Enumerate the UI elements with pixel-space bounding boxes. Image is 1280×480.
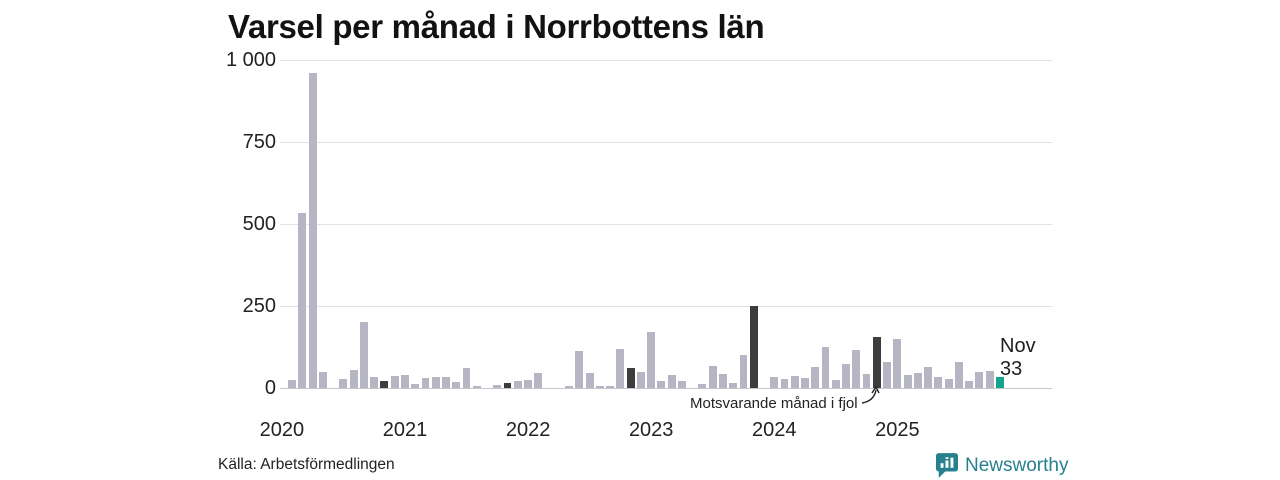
gridline-750 bbox=[280, 142, 1052, 143]
bar-2025-Maj bbox=[934, 376, 943, 388]
annotation-arrow-icon bbox=[861, 385, 880, 404]
bar-2025-Sep bbox=[975, 371, 984, 388]
bar-2021-Mar bbox=[421, 378, 430, 388]
bar-2023-Feb bbox=[657, 381, 666, 388]
bar-2024-Nov bbox=[872, 337, 881, 388]
y-axis-tick-250: 250 bbox=[242, 295, 276, 317]
current-month-name: Nov bbox=[1000, 335, 1036, 357]
bar-2021-Dec bbox=[513, 381, 522, 388]
bar-2024-Feb bbox=[780, 379, 789, 388]
bar-2025-Mar bbox=[913, 373, 922, 388]
x-axis-tick-2025: 2025 bbox=[875, 419, 920, 441]
bar-2024-Sep bbox=[852, 349, 861, 388]
x-axis-tick-2021: 2021 bbox=[382, 419, 428, 441]
bar-2024-Okt bbox=[862, 373, 871, 388]
bar-2023-Mar bbox=[667, 375, 676, 388]
bar-2020-Okt bbox=[370, 377, 379, 388]
y-axis-tick-1000: 1 000 bbox=[225, 49, 276, 71]
bar-2022-Okt bbox=[616, 348, 625, 388]
bar-2021-Apr bbox=[431, 376, 440, 388]
bar-2020-Maj bbox=[318, 371, 327, 388]
x-axis-tick-2024: 2024 bbox=[752, 419, 797, 441]
current-month-value: 33 bbox=[1000, 358, 1023, 380]
bar-2021-Maj bbox=[442, 377, 450, 388]
annotation-text: Motsvarande månad i fjol bbox=[690, 395, 858, 412]
bar-2020-Dec bbox=[390, 376, 399, 388]
bar-2020-Mar bbox=[298, 212, 307, 388]
gridline-250 bbox=[280, 306, 1052, 307]
y-axis-tick-750: 750 bbox=[242, 131, 276, 153]
bar-2022-Dec bbox=[636, 372, 645, 388]
bar-2022-Sep bbox=[606, 385, 615, 388]
bar-2023-Jan bbox=[647, 332, 656, 388]
gridline-500 bbox=[280, 224, 1052, 225]
bar-2022-Nov bbox=[626, 368, 635, 388]
bar-2023-Jun bbox=[698, 384, 707, 388]
bar-2024-Jun bbox=[821, 347, 830, 388]
bar-2023-Okt bbox=[739, 355, 748, 388]
bar-2025-Jan bbox=[893, 338, 902, 388]
newsworthy-bar-chart-icon bbox=[936, 453, 958, 478]
bar-2024-Jul bbox=[831, 379, 840, 388]
newsworthy-logo: Newsworthy bbox=[936, 453, 1068, 478]
bar-2025-Okt bbox=[985, 370, 994, 388]
bar-2024-Dec bbox=[883, 361, 891, 388]
bar-2024-Jan bbox=[770, 376, 779, 388]
bar-2020-Aug bbox=[349, 369, 358, 388]
current-month-label: Nov 33 bbox=[1000, 335, 1036, 381]
bar-2025-Aug bbox=[965, 380, 974, 388]
bar-2025-Nov bbox=[995, 377, 1004, 388]
gridline-1000 bbox=[280, 60, 1052, 61]
bar-2023-Nov bbox=[749, 306, 758, 388]
newsworthy-wordmark: Newsworthy bbox=[965, 454, 1069, 476]
bar-2024-Mar bbox=[790, 375, 799, 388]
bar-2024-Aug bbox=[842, 364, 850, 388]
bar-2020-Feb bbox=[288, 379, 297, 388]
bar-2022-Jul bbox=[585, 373, 594, 388]
bar-2023-Sep bbox=[729, 383, 738, 388]
bar-2022-Feb bbox=[534, 372, 543, 388]
bar-2025-Feb bbox=[903, 374, 912, 388]
bar-2025-Apr bbox=[924, 366, 933, 388]
bar-2021-Feb bbox=[411, 383, 420, 388]
bar-2021-Nov bbox=[503, 383, 512, 388]
bar-2022-Maj bbox=[565, 386, 573, 388]
bar-2020-Jul bbox=[339, 379, 348, 388]
bar-2025-Jun bbox=[944, 379, 953, 388]
bar-2021-Jan bbox=[400, 374, 409, 388]
chart-title: Varsel per månad i Norrbottens län bbox=[228, 8, 765, 45]
bar-2023-Apr bbox=[677, 381, 686, 388]
x-axis-tick-2022: 2022 bbox=[505, 419, 551, 441]
plot-area bbox=[280, 60, 1052, 389]
bar-2021-Aug bbox=[472, 386, 481, 388]
bar-2020-Nov bbox=[380, 381, 389, 388]
bar-2022-Aug bbox=[595, 386, 604, 388]
bar-2024-Maj bbox=[811, 366, 820, 388]
bar-2020-Sep bbox=[359, 322, 368, 388]
bar-2021-Jul bbox=[462, 367, 471, 388]
bar-2023-Jul bbox=[708, 366, 717, 388]
x-axis-tick-2023: 2023 bbox=[628, 419, 674, 441]
bar-2022-Jun bbox=[575, 350, 584, 388]
gridline-0 bbox=[280, 388, 1052, 389]
y-axis-tick-500: 500 bbox=[242, 213, 276, 235]
source-caption: Källa: Arbetsförmedlingen bbox=[218, 456, 395, 473]
bar-2020-Apr bbox=[308, 73, 317, 388]
bar-2021-Jun bbox=[452, 382, 461, 388]
y-axis-tick-0: 0 bbox=[264, 377, 276, 399]
bar-2025-Jul bbox=[954, 361, 963, 388]
bar-2021-Okt bbox=[493, 385, 502, 388]
bar-2023-Aug bbox=[718, 373, 727, 388]
x-axis-tick-2020: 2020 bbox=[259, 419, 305, 441]
bar-2022-Jan bbox=[524, 380, 532, 388]
bar-2024-Apr bbox=[801, 377, 809, 388]
